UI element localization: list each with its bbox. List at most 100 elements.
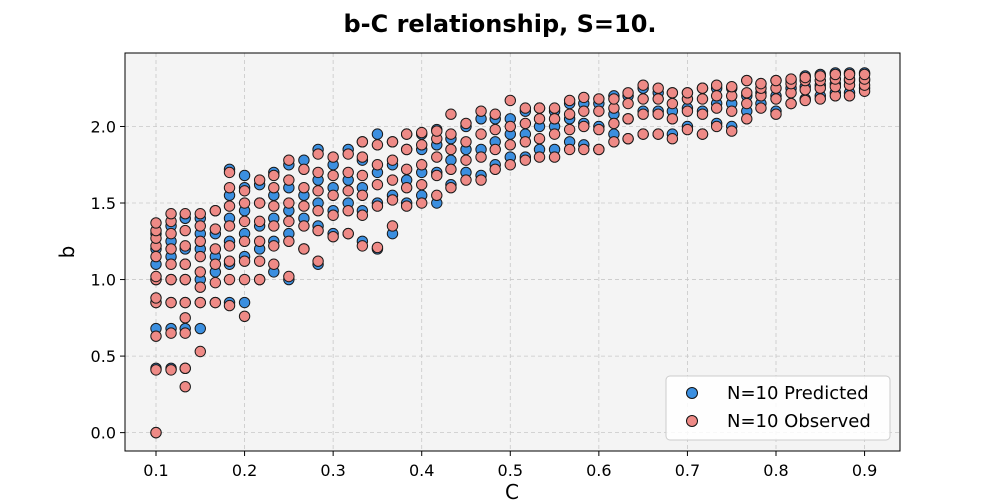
observed-point xyxy=(445,108,457,120)
observed-point xyxy=(238,185,251,197)
observed-point xyxy=(400,200,413,212)
observed-point xyxy=(726,80,738,93)
observed-point xyxy=(209,276,222,289)
plot-frame xyxy=(124,52,901,452)
observed-point xyxy=(548,128,561,140)
observed-point xyxy=(209,258,222,270)
observed-point xyxy=(268,169,280,182)
observed-point xyxy=(194,345,206,358)
observed-point xyxy=(194,281,206,293)
observed-point xyxy=(253,273,266,286)
observed-point xyxy=(755,77,767,90)
observed-point xyxy=(223,273,236,286)
observed-point xyxy=(431,151,443,163)
observed-point xyxy=(843,90,856,102)
y-tick-label: 0.5 xyxy=(91,347,116,366)
observed-point xyxy=(475,174,487,186)
observed-point xyxy=(223,220,236,232)
observed-point xyxy=(563,143,576,156)
observed-point xyxy=(533,113,546,125)
observed-point xyxy=(179,273,191,286)
observed-point xyxy=(533,102,546,114)
observed-point xyxy=(253,215,266,228)
observed-point xyxy=(696,128,709,140)
observed-point xyxy=(843,68,856,81)
observed-point xyxy=(608,136,620,148)
observed-point xyxy=(253,255,266,267)
observed-point xyxy=(194,296,206,309)
y-axis-label: b xyxy=(55,246,79,259)
observed-point xyxy=(652,82,664,94)
x-tick-label: 0.4 xyxy=(409,461,434,480)
observed-point xyxy=(593,143,605,156)
observed-point xyxy=(179,381,191,393)
observed-point xyxy=(622,97,634,110)
observed-point xyxy=(327,230,339,243)
x-tick-label: 0.6 xyxy=(586,461,611,480)
observed-point xyxy=(150,364,162,376)
observed-point xyxy=(356,169,369,182)
x-axis-ticks: 0.1 0.2 0.3 0.4 0.5 0.6 0.7 0.8 0.9 xyxy=(143,451,877,480)
observed-point xyxy=(253,235,266,247)
observed-point xyxy=(504,120,516,133)
observed-point xyxy=(785,73,797,85)
observed-point xyxy=(150,270,162,283)
observed-point xyxy=(312,148,324,160)
observed-point xyxy=(652,93,664,105)
observed-point xyxy=(548,102,561,114)
observed-point xyxy=(445,143,457,156)
observed-point xyxy=(165,296,177,309)
y-tick-label: 1.0 xyxy=(91,271,116,290)
observed-point xyxy=(637,108,649,120)
observed-point xyxy=(519,102,532,114)
observed-point xyxy=(165,243,177,255)
predicted-point xyxy=(238,169,251,182)
observed-point xyxy=(681,105,694,117)
observed-point xyxy=(445,182,457,194)
observed-point xyxy=(770,108,782,120)
observed-point xyxy=(666,97,679,110)
observed-point xyxy=(238,273,251,286)
observed-point xyxy=(194,235,206,247)
observed-point xyxy=(209,204,222,217)
observed-point xyxy=(593,123,605,136)
observed-point xyxy=(652,108,664,120)
observed-point xyxy=(327,151,339,163)
observed-point xyxy=(416,126,428,139)
observed-point xyxy=(371,178,384,191)
observed-point xyxy=(223,240,236,252)
observed-point xyxy=(298,182,310,194)
predicted-point xyxy=(238,296,251,309)
observed-point xyxy=(342,166,354,179)
observed-point xyxy=(150,330,162,342)
observed-point xyxy=(223,255,236,267)
observed-point xyxy=(519,117,532,130)
observed-point xyxy=(371,200,384,212)
observed-point xyxy=(504,159,516,171)
observed-point xyxy=(312,224,324,237)
observed-point xyxy=(416,178,428,191)
observed-point xyxy=(356,240,369,252)
observed-point xyxy=(283,154,295,166)
observed-point xyxy=(238,255,251,267)
observed-point xyxy=(179,258,191,270)
y-tick-label: 2.0 xyxy=(91,117,116,136)
observed-point xyxy=(548,151,561,163)
observed-point xyxy=(681,123,694,136)
observed-point xyxy=(179,312,191,324)
observed-point xyxy=(799,94,811,107)
observed-point xyxy=(342,148,354,160)
predicted-point xyxy=(371,128,384,140)
observed-point xyxy=(268,240,280,252)
observed-point xyxy=(342,227,354,240)
observed-point xyxy=(209,296,222,309)
observed-point xyxy=(489,163,501,176)
observed-point xyxy=(238,310,251,322)
observed-point xyxy=(741,87,753,99)
observed-point xyxy=(726,125,738,137)
observed-point xyxy=(637,93,649,105)
legend: N=10 Predicted N=10 Observed xyxy=(665,375,891,441)
observed-point xyxy=(283,270,295,283)
legend-marker-observed xyxy=(686,415,698,427)
